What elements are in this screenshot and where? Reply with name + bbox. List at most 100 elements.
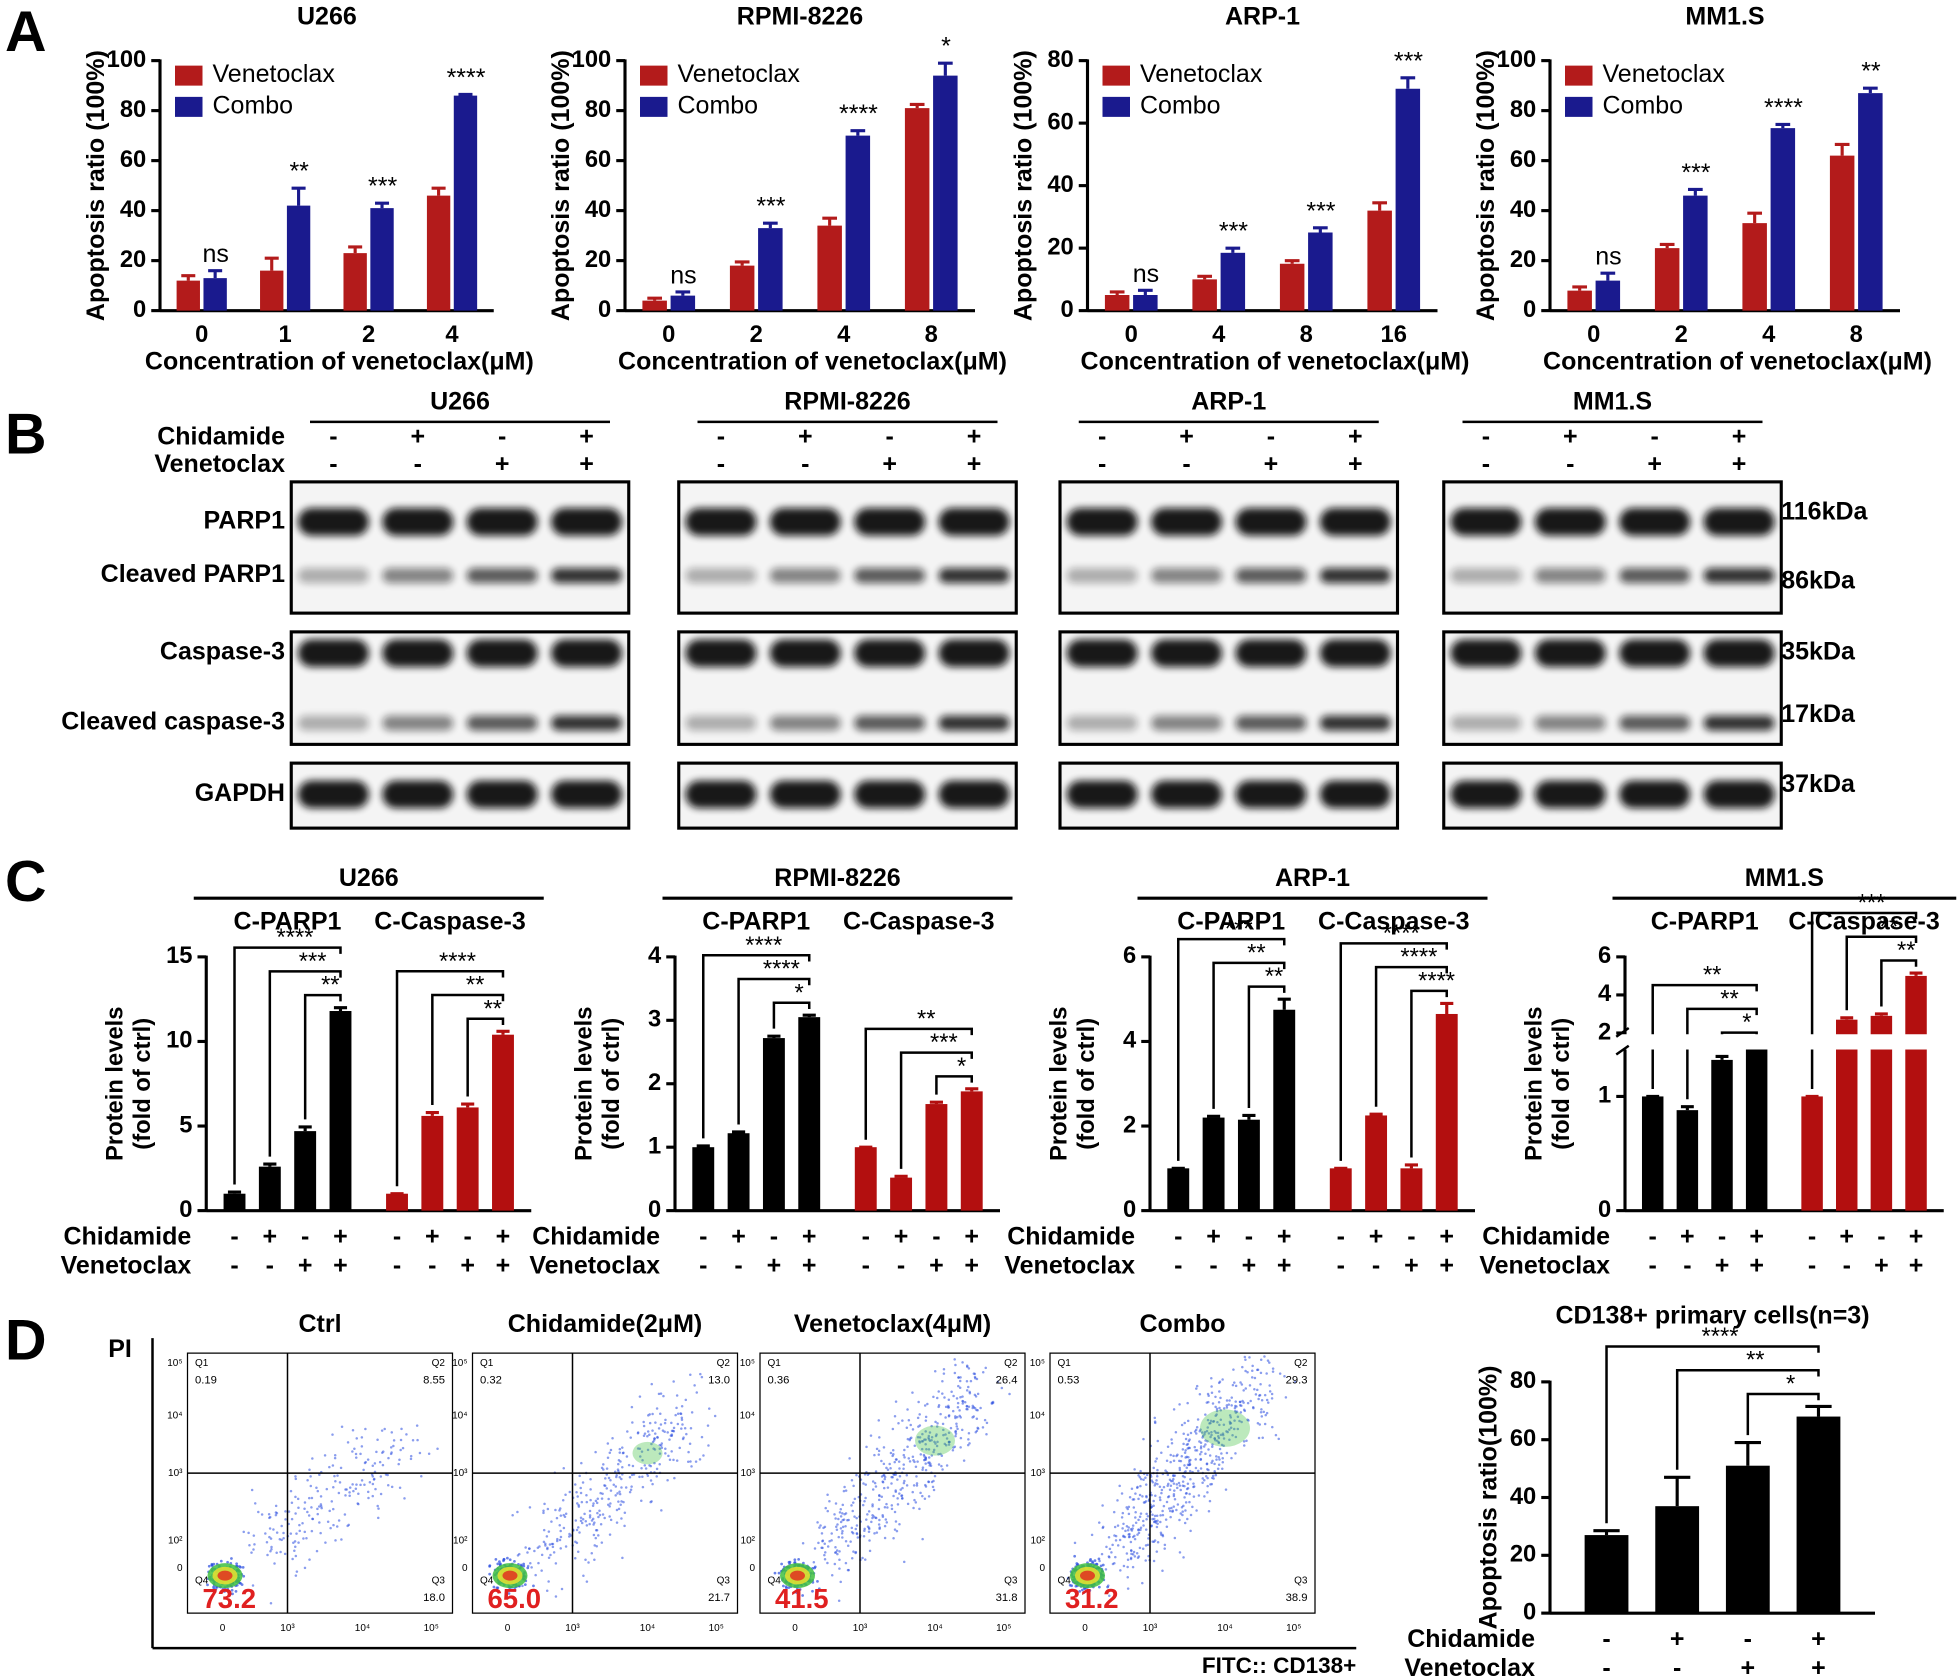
bar [1133,295,1158,311]
flow-event [316,1507,319,1511]
flow-event [1258,1423,1262,1426]
condition-sign: - [699,1223,707,1251]
chart-title: ARP-1 [1225,3,1300,31]
condition-sign: + [802,1223,817,1251]
flow-event [540,1553,544,1557]
y-tick-label: 0 [598,296,611,323]
flow-event [868,1539,871,1542]
bar [1835,1019,1858,1211]
blot-band [1703,715,1775,731]
flow-event [928,1461,931,1464]
flow-event [339,1466,343,1470]
flow-event [961,1395,964,1398]
error-bar [937,61,953,76]
flow-event [973,1393,977,1397]
condition-sign: + [496,1251,511,1279]
flow-event [971,1404,975,1408]
flow-event [564,1512,568,1515]
flow-event [837,1517,840,1521]
flow-event [1236,1415,1240,1419]
bar [1683,195,1708,311]
protein-label: Cleaved caspase-3 [61,708,285,736]
significance-bracket [233,946,342,1185]
flow-event [932,1488,936,1492]
y-tick-label: 4 [648,942,662,969]
blot-band [298,639,369,667]
blot-band [1066,508,1138,536]
flow-event [579,1491,583,1495]
error-bar [208,269,223,279]
flow-event [1134,1521,1138,1525]
flow-event [1232,1427,1236,1431]
flow-event [537,1561,540,1565]
y-tick-label: 2 [1123,1111,1136,1138]
flow-event [863,1529,866,1532]
flow-event [658,1462,661,1466]
flow-event [384,1473,388,1476]
blot-band [769,639,841,667]
flow-event [1207,1509,1211,1513]
flow-event [1152,1504,1155,1507]
flow-event [1159,1520,1162,1524]
significance-bracket [431,993,505,1106]
flow-x-label: FITC:: CD138+ [1202,1653,1356,1678]
flow-event [618,1475,621,1479]
flow-event [1251,1364,1254,1368]
flow-event [498,1560,501,1563]
blot-frame [1058,480,1400,615]
significance-bracket [395,970,505,1187]
y-tick-label: 2 [1598,1018,1611,1045]
blot-band [1703,508,1775,536]
flow-event [874,1516,878,1520]
significance-label: ** [1247,939,1266,966]
significance-label: ns [203,240,229,268]
flow-event [886,1506,889,1509]
flow-event [616,1492,619,1495]
flow-event [927,1456,931,1459]
flow-event [1138,1546,1142,1550]
condition-sign: - [1602,1625,1610,1653]
flow-event [658,1452,662,1455]
y-tick-label: 0 [1123,1196,1136,1223]
flow-event [297,1541,300,1544]
flow-event [1167,1482,1170,1486]
bar [933,75,958,311]
flow-event [578,1531,581,1534]
flow-event [307,1496,311,1500]
flow-event [679,1412,683,1416]
flow-event [1193,1430,1197,1433]
flow-event [227,1592,231,1596]
quadrant-name: Q3 [432,1575,446,1586]
flow-event [623,1524,626,1528]
flow-event [1108,1547,1112,1551]
flow-event [1271,1367,1275,1370]
flow-event [690,1465,693,1468]
flow-event [1207,1468,1210,1472]
bar [1641,1096,1664,1211]
flow-event [355,1437,358,1440]
flow-event [289,1532,293,1535]
legend-label: Combo [1603,91,1684,119]
flow-event [924,1430,927,1433]
flow-event [1222,1437,1226,1440]
flow-event [488,1564,491,1568]
bar [1595,280,1621,311]
significance-bracket [935,1075,973,1095]
flow-event [1224,1488,1228,1491]
flow-event [659,1444,663,1447]
flow-event [1199,1445,1203,1448]
flow-event [663,1421,667,1425]
flow-event [334,1539,337,1542]
flow-event [1155,1550,1159,1553]
flow-event [1147,1537,1150,1540]
flow-event [627,1463,631,1467]
flow-event [282,1536,285,1540]
flow-event [326,1520,330,1523]
flow-event [680,1418,684,1421]
error-bar [1747,211,1763,224]
flow-event [928,1431,932,1434]
flow-event [949,1426,953,1430]
flow-y-tick: 0 [1039,1563,1045,1574]
flow-event [990,1401,994,1404]
flow-event [935,1444,939,1448]
